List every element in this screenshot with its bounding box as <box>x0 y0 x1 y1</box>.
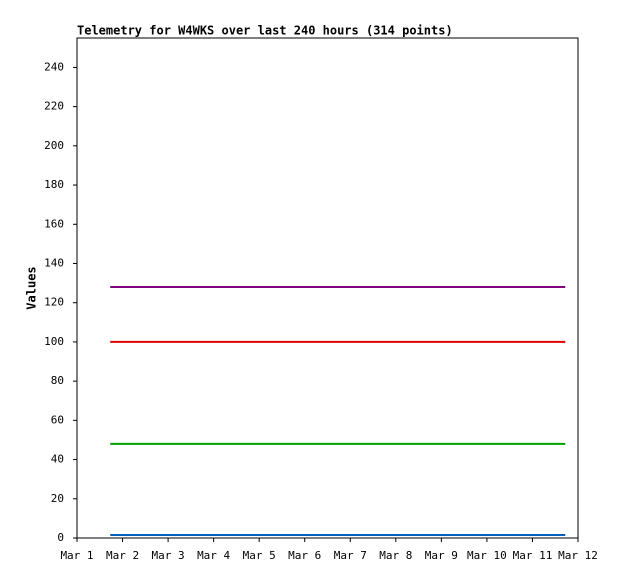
x-tick-label: Mar 3 <box>152 549 185 562</box>
y-axis-label: Values <box>25 266 39 309</box>
y-tick-label: 80 <box>51 374 64 387</box>
y-tick-label: 180 <box>44 178 64 191</box>
x-tick-label: Mar 9 <box>425 549 458 562</box>
y-tick-label: 240 <box>44 60 64 73</box>
x-tick-label: Mar 12 <box>558 549 598 562</box>
y-tick-label: 200 <box>44 139 64 152</box>
x-tick-label: Mar 7 <box>334 549 367 562</box>
y-tick-label: 0 <box>57 531 64 544</box>
x-tick-label: Mar 11 <box>513 549 553 562</box>
chart-title: Telemetry for W4WKS over last 240 hours … <box>77 24 453 38</box>
y-tick-label: 160 <box>44 217 64 230</box>
y-tick-label: 40 <box>51 453 64 466</box>
x-tick-label: Mar 5 <box>243 549 276 562</box>
y-tick-label: 100 <box>44 335 64 348</box>
x-tick-label: Mar 10 <box>467 549 507 562</box>
y-tick-label: 20 <box>51 492 64 505</box>
x-tick-label: Mar 2 <box>106 549 139 562</box>
x-tick-label: Mar 6 <box>288 549 321 562</box>
plot-frame <box>76 37 579 539</box>
y-tick-label: 60 <box>51 413 64 426</box>
x-tick-label: Mar 8 <box>379 549 412 562</box>
y-tick-label: 140 <box>44 256 64 269</box>
x-tick-label: Mar 4 <box>197 549 230 562</box>
y-tick-label: 220 <box>44 100 64 113</box>
y-tick-label: 120 <box>44 296 64 309</box>
x-tick-label: Mar 1 <box>60 549 93 562</box>
